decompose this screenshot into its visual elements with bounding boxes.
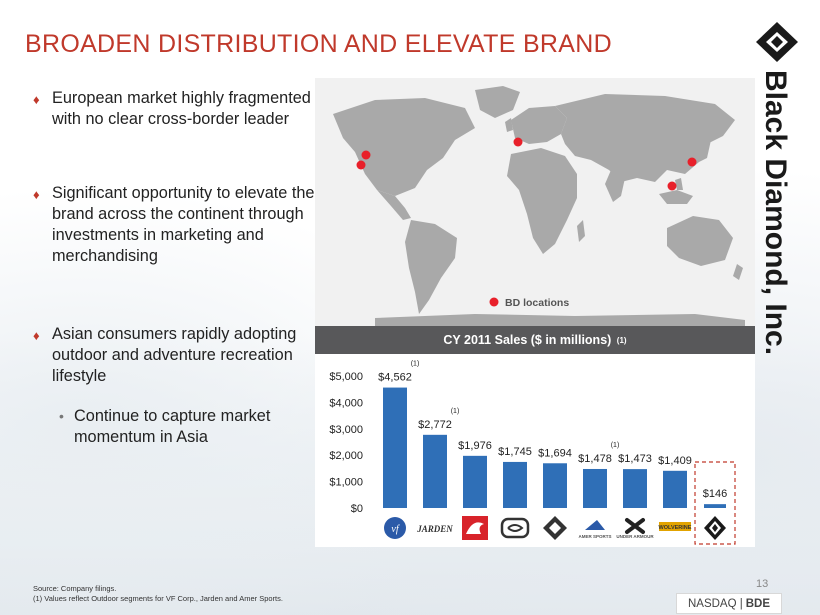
bar xyxy=(503,461,527,508)
bar-value-label: $2,772 xyxy=(418,419,452,431)
bullet-asia: ♦ Asian consumers rapidly adopting outdo… xyxy=(33,325,297,385)
diamond-bullet-icon: ♦ xyxy=(33,92,40,107)
bar xyxy=(704,504,726,508)
bar-value-label: $1,745 xyxy=(498,446,532,458)
y-tick-label: $5,000 xyxy=(329,371,363,383)
brand-logo-text: AMER SPORTS xyxy=(578,534,611,539)
bar-value-label: $146 xyxy=(703,488,727,500)
world-map: BD locations xyxy=(315,78,755,326)
bd-location-marker xyxy=(361,150,371,160)
bar xyxy=(663,470,687,508)
nasdaq-badge: NASDAQ | BDE xyxy=(676,593,782,614)
y-tick-label: $2,000 xyxy=(329,450,363,462)
black-diamond-logo: Black Diamond, Inc. xyxy=(752,20,802,370)
continents xyxy=(333,86,745,326)
world-map-graphic: BD locations xyxy=(333,86,745,326)
y-tick-label: $4,000 xyxy=(329,397,363,409)
bar xyxy=(423,434,447,508)
bar xyxy=(623,469,647,508)
dot-bullet-icon: • xyxy=(59,408,64,424)
brand-name: Black Diamond, Inc. xyxy=(759,70,792,355)
bar-value-label: $1,473 xyxy=(618,453,652,465)
vf-logo xyxy=(384,517,406,539)
bar-footnote: (1) xyxy=(451,408,460,415)
brand-logo-text: UNDER ARMOUR xyxy=(616,534,654,539)
wolverine-logo xyxy=(659,522,691,531)
map-legend-label: BD locations xyxy=(505,297,569,309)
bar xyxy=(543,463,567,508)
bar-value-label: $1,478 xyxy=(578,453,612,465)
bar xyxy=(383,387,407,508)
bar-footnote: (1) xyxy=(611,442,620,449)
chart-header: CY 2011 Sales ($ in millions) (1) xyxy=(315,326,755,354)
brand-logo-text: WOLVERINE xyxy=(659,525,692,531)
black-diamond-highlight-box xyxy=(694,461,736,545)
columbia-diamond-icon xyxy=(549,522,561,534)
jarden-logo: JARDEN xyxy=(416,524,453,534)
under-armour-icon xyxy=(625,518,645,534)
sales-chart: $0 $1,000 $2,000 $3,000 $4,000 $5,000 $4,562 (… xyxy=(315,354,755,547)
y-tick-label: $3,000 xyxy=(329,424,363,436)
bd-location-marker xyxy=(687,157,697,167)
bullet-opportunity: ♦ Significant opportunity to elevate the… xyxy=(33,184,315,265)
sales-chart-graphic: $0 $1,000 $2,000 $3,000 $4,000 $5,000 $4,562 (… xyxy=(329,361,736,545)
bar-footnote: (1) xyxy=(411,361,420,368)
bd-location-marker xyxy=(513,137,523,147)
bd-location-marker xyxy=(667,181,677,191)
sub-bullet-asia: • Continue to capture market momentum in… xyxy=(59,407,271,446)
bar xyxy=(583,468,607,508)
bd-location-markers xyxy=(356,137,697,307)
y-tick-label: $0 xyxy=(351,503,363,515)
legend-marker xyxy=(489,297,499,307)
bar-value-label: $1,976 xyxy=(458,440,492,452)
page-title: BROADEN DISTRIBUTION AND ELEVATE BRAND xyxy=(25,30,612,58)
amer-sports-icon xyxy=(585,520,605,530)
page-number: 13 xyxy=(756,578,769,590)
bar-value-label: $1,694 xyxy=(538,447,572,459)
bar xyxy=(463,455,487,508)
y-tick-label: $1,000 xyxy=(329,477,363,489)
diamond-bullet-icon: ♦ xyxy=(33,187,40,202)
vf-logo-text: vf xyxy=(391,524,399,535)
source-note: Source: Company filings. (1) Values refl… xyxy=(33,584,283,603)
bar-value-label: $1,409 xyxy=(658,455,692,467)
wave-icon xyxy=(466,522,484,534)
bar-value-label: $4,562 xyxy=(378,372,412,384)
billabong-logo xyxy=(500,517,530,539)
diamond-bullet-icon: ♦ xyxy=(33,328,40,343)
bullet-europe: ♦ European market highly fragmented with… xyxy=(33,89,311,128)
billabong-wave-icon xyxy=(507,524,524,532)
black-diamond-wordmark: Black Diamond, Inc. xyxy=(756,22,798,355)
diamond-inner-icon xyxy=(712,524,718,532)
bd-location-marker xyxy=(356,160,366,170)
